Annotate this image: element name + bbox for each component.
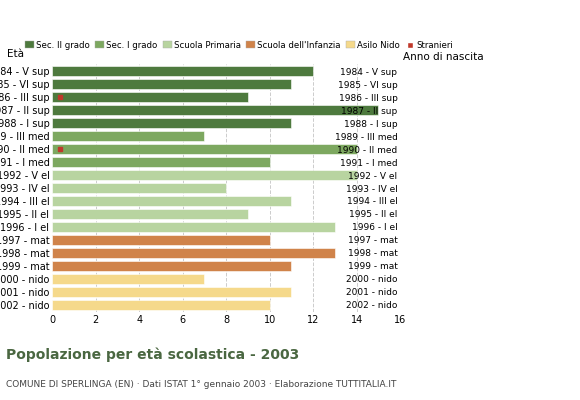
Bar (52, 196, 291, 206)
Bar (52, 170, 357, 180)
Text: COMUNE DI SPERLINGA (EN) · Dati ISTAT 1° gennaio 2003 · Elaborazione TUTTITALIA.: COMUNE DI SPERLINGA (EN) · Dati ISTAT 1°… (6, 380, 396, 389)
Bar (52, 105, 378, 116)
Bar (52, 300, 270, 310)
Text: Popolazione per età scolastica - 2003: Popolazione per età scolastica - 2003 (6, 348, 299, 362)
Bar (52, 248, 335, 258)
Bar (52, 79, 291, 90)
Bar (52, 274, 204, 284)
Bar (52, 235, 270, 245)
Bar (52, 92, 248, 102)
Bar (52, 183, 226, 193)
Bar (52, 222, 335, 232)
Bar (52, 118, 291, 128)
Bar (52, 66, 313, 76)
Bar (52, 286, 291, 297)
Bar (52, 260, 291, 271)
Bar (52, 131, 204, 141)
Legend: Sec. II grado, Sec. I grado, Scuola Primaria, Scuola dell'Infanzia, Asilo Nido, : Sec. II grado, Sec. I grado, Scuola Prim… (25, 41, 453, 50)
Bar (52, 144, 357, 154)
Bar (52, 157, 270, 167)
Bar (52, 209, 248, 219)
Text: Età: Età (7, 49, 24, 59)
Text: Anno di nascita: Anno di nascita (403, 52, 484, 62)
